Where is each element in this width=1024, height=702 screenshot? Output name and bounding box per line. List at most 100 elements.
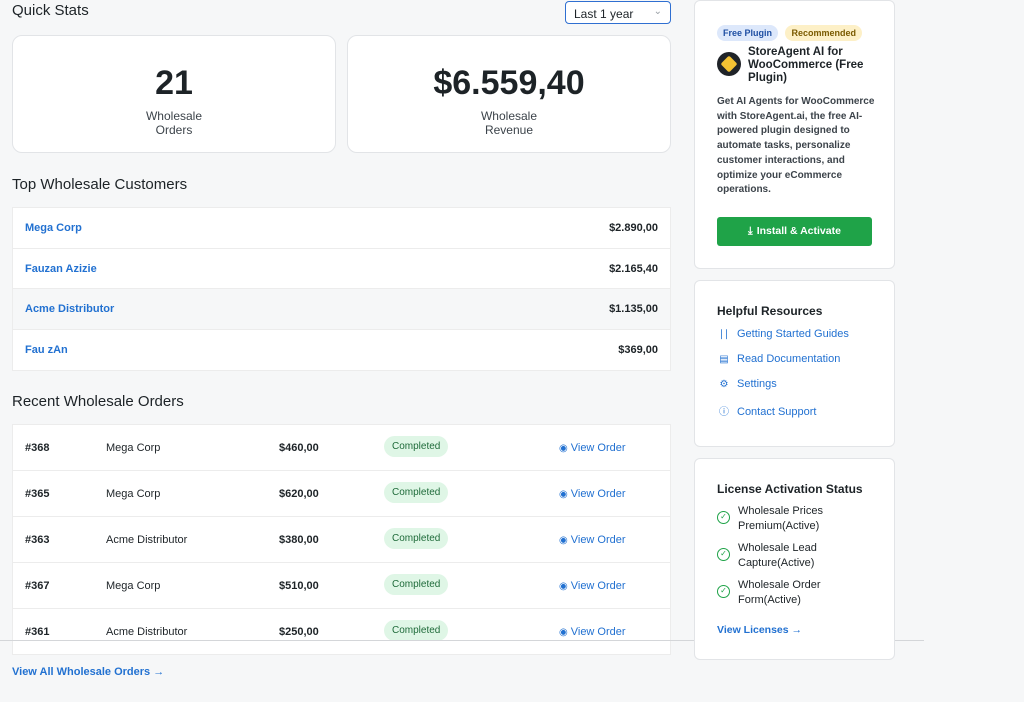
customer-amount: $2.890,00 [609, 222, 658, 234]
contact-support-link[interactable]: ⓘ Contact Support [717, 403, 817, 418]
check-circle-icon: ✓ [717, 585, 730, 598]
license-line2: Premium(Active) [738, 519, 820, 532]
order-customer: Mega Corp [106, 488, 161, 500]
table-row: #363 Acme Distributor $380,00 Completed … [13, 517, 670, 563]
getting-started-link[interactable]: ∣∣ Getting Started Guides [717, 328, 849, 340]
eye-icon: ◉ [559, 443, 568, 454]
license-line1: Wholesale Order [738, 579, 821, 591]
table-row: Acme Distributor $1.135,00 [13, 289, 670, 330]
status-badge: Completed [384, 482, 449, 503]
order-customer: Mega Corp [106, 442, 161, 454]
license-item: ✓ Wholesale Order Form(Active) [717, 578, 848, 607]
top-customers-title: Top Wholesale Customers [12, 176, 188, 193]
plugin-title: StoreAgent AI for WooCommerce (Free Plug… [748, 46, 864, 84]
install-activate-button[interactable]: ⤓ Install & Activate [717, 217, 872, 246]
license-line2: Form(Active) [738, 593, 801, 606]
resource-label: Settings [737, 378, 777, 390]
resource-label: Read Documentation [737, 353, 841, 365]
view-order-link[interactable]: ◉ View Order [559, 488, 626, 500]
orders-label-line2: Orders [155, 123, 193, 137]
license-line1: Wholesale Prices [738, 505, 823, 517]
status-badge: Completed [384, 620, 449, 641]
order-amount: $460,00 [279, 442, 319, 454]
customer-amount: $369,00 [618, 343, 658, 356]
view-all-orders-link[interactable]: View All Wholesale Orders → [12, 666, 165, 678]
view-order-link[interactable]: ◉ View Order [559, 580, 626, 592]
revenue-label-line1: Wholesale [480, 109, 538, 123]
check-circle-icon: ✓ [717, 548, 730, 561]
status-badge: Completed [384, 574, 449, 595]
check-circle-icon: ✓ [717, 511, 730, 524]
license-title: License Activation Status [717, 482, 863, 496]
license-line2: Capture(Active) [738, 556, 815, 569]
eye-icon: ◉ [559, 627, 568, 638]
document-icon: ▤ [719, 354, 729, 365]
recommended-badge: Recommended [785, 25, 862, 41]
order-amount: $380,00 [279, 534, 319, 546]
top-customers-table: Mega Corp $2.890,00 Fauzan Azizie $2.165… [12, 207, 671, 371]
revenue-label-line2: Revenue [484, 123, 534, 137]
customer-link[interactable]: Fauzan Azizie [25, 262, 97, 275]
table-row: #365 Mega Corp $620,00 Completed ◉ View O… [13, 471, 670, 517]
table-row: #368 Mega Corp $460,00 Completed ◉ View O… [13, 425, 670, 471]
resource-label: Getting Started Guides [737, 328, 849, 340]
settings-link[interactable]: ⚙ Settings [717, 378, 777, 390]
stat-card-orders: 21 Wholesale Orders [12, 35, 336, 153]
order-id: #365 [25, 488, 50, 500]
view-order-label: View Order [570, 580, 626, 592]
eye-icon: ◉ [559, 535, 568, 546]
view-order-label: View Order [570, 626, 626, 638]
table-row: #361 Acme Distributor $250,00 Completed … [13, 609, 670, 654]
revenue-value: $6.559,40 [433, 64, 585, 102]
order-amount: $620,00 [279, 488, 319, 500]
table-row: #367 Mega Corp $510,00 Completed ◉ View O… [13, 563, 670, 609]
help-icon: ⓘ [719, 407, 729, 418]
customer-link[interactable]: Mega Corp [25, 222, 82, 234]
view-order-link[interactable]: ◉ View Order [559, 534, 626, 546]
view-licenses-link[interactable]: View Licenses → [717, 624, 803, 636]
order-id: #363 [25, 534, 50, 546]
order-id: #368 [25, 442, 50, 454]
chevron-down-icon: ⌄ [653, 6, 662, 17]
customer-link[interactable]: Acme Distributor [25, 303, 115, 315]
chart-icon: ∣∣ [719, 329, 729, 340]
date-range-select[interactable]: Last 1 year ⌄ [565, 1, 671, 24]
install-label: Install & Activate [756, 225, 841, 237]
view-order-label: View Order [570, 534, 626, 546]
orders-label: Wholesale Orders [13, 109, 335, 137]
order-id: #367 [25, 580, 50, 592]
license-text: Wholesale Lead Capture(Active) [738, 541, 848, 570]
order-id: #361 [25, 626, 50, 638]
license-item: ✓ Wholesale Prices Premium(Active) [717, 504, 848, 533]
eye-icon: ◉ [559, 581, 568, 592]
table-row: Fau zAn $369,00 [13, 330, 670, 371]
eye-icon: ◉ [559, 489, 568, 500]
table-row: Fauzan Azizie $2.165,40 [13, 249, 670, 289]
order-amount: $250,00 [279, 626, 319, 638]
view-order-link[interactable]: ◉ View Order [559, 442, 626, 454]
license-line1: Wholesale Lead [738, 542, 817, 554]
view-order-link[interactable]: ◉ View Order [559, 626, 626, 638]
resources-title: Helpful Resources [717, 304, 823, 318]
customer-link[interactable]: Fau zAn [25, 343, 68, 356]
license-status-card: License Activation Status ✓ Wholesale Pr… [694, 458, 895, 660]
customer-amount: $2.165,40 [609, 262, 658, 275]
recent-orders-table: #368 Mega Corp $460,00 Completed ◉ View O… [12, 424, 671, 655]
license-text: Wholesale Order Form(Active) [738, 578, 848, 607]
status-badge: Completed [384, 528, 449, 549]
free-plugin-badge: Free Plugin [717, 25, 779, 41]
download-icon: ⤓ [748, 225, 753, 237]
quick-stats-title: Quick Stats [12, 2, 89, 19]
documentation-link[interactable]: ▤ Read Documentation [717, 353, 840, 365]
table-row: Mega Corp $2.890,00 [13, 208, 670, 249]
license-item: ✓ Wholesale Lead Capture(Active) [717, 541, 848, 570]
status-badge: Completed [384, 436, 449, 457]
recent-orders-title: Recent Wholesale Orders [12, 393, 184, 410]
helpful-resources-card: Helpful Resources ∣∣ Getting Started Guid… [694, 280, 895, 447]
view-order-label: View Order [570, 442, 626, 454]
order-amount: $510,00 [279, 580, 319, 592]
license-text: Wholesale Prices Premium(Active) [738, 504, 848, 533]
plugin-description: Get AI Agents for WooCommerce with Store… [717, 96, 875, 196]
resource-label: Contact Support [737, 406, 817, 418]
date-range-value: Last 1 year [574, 7, 634, 21]
